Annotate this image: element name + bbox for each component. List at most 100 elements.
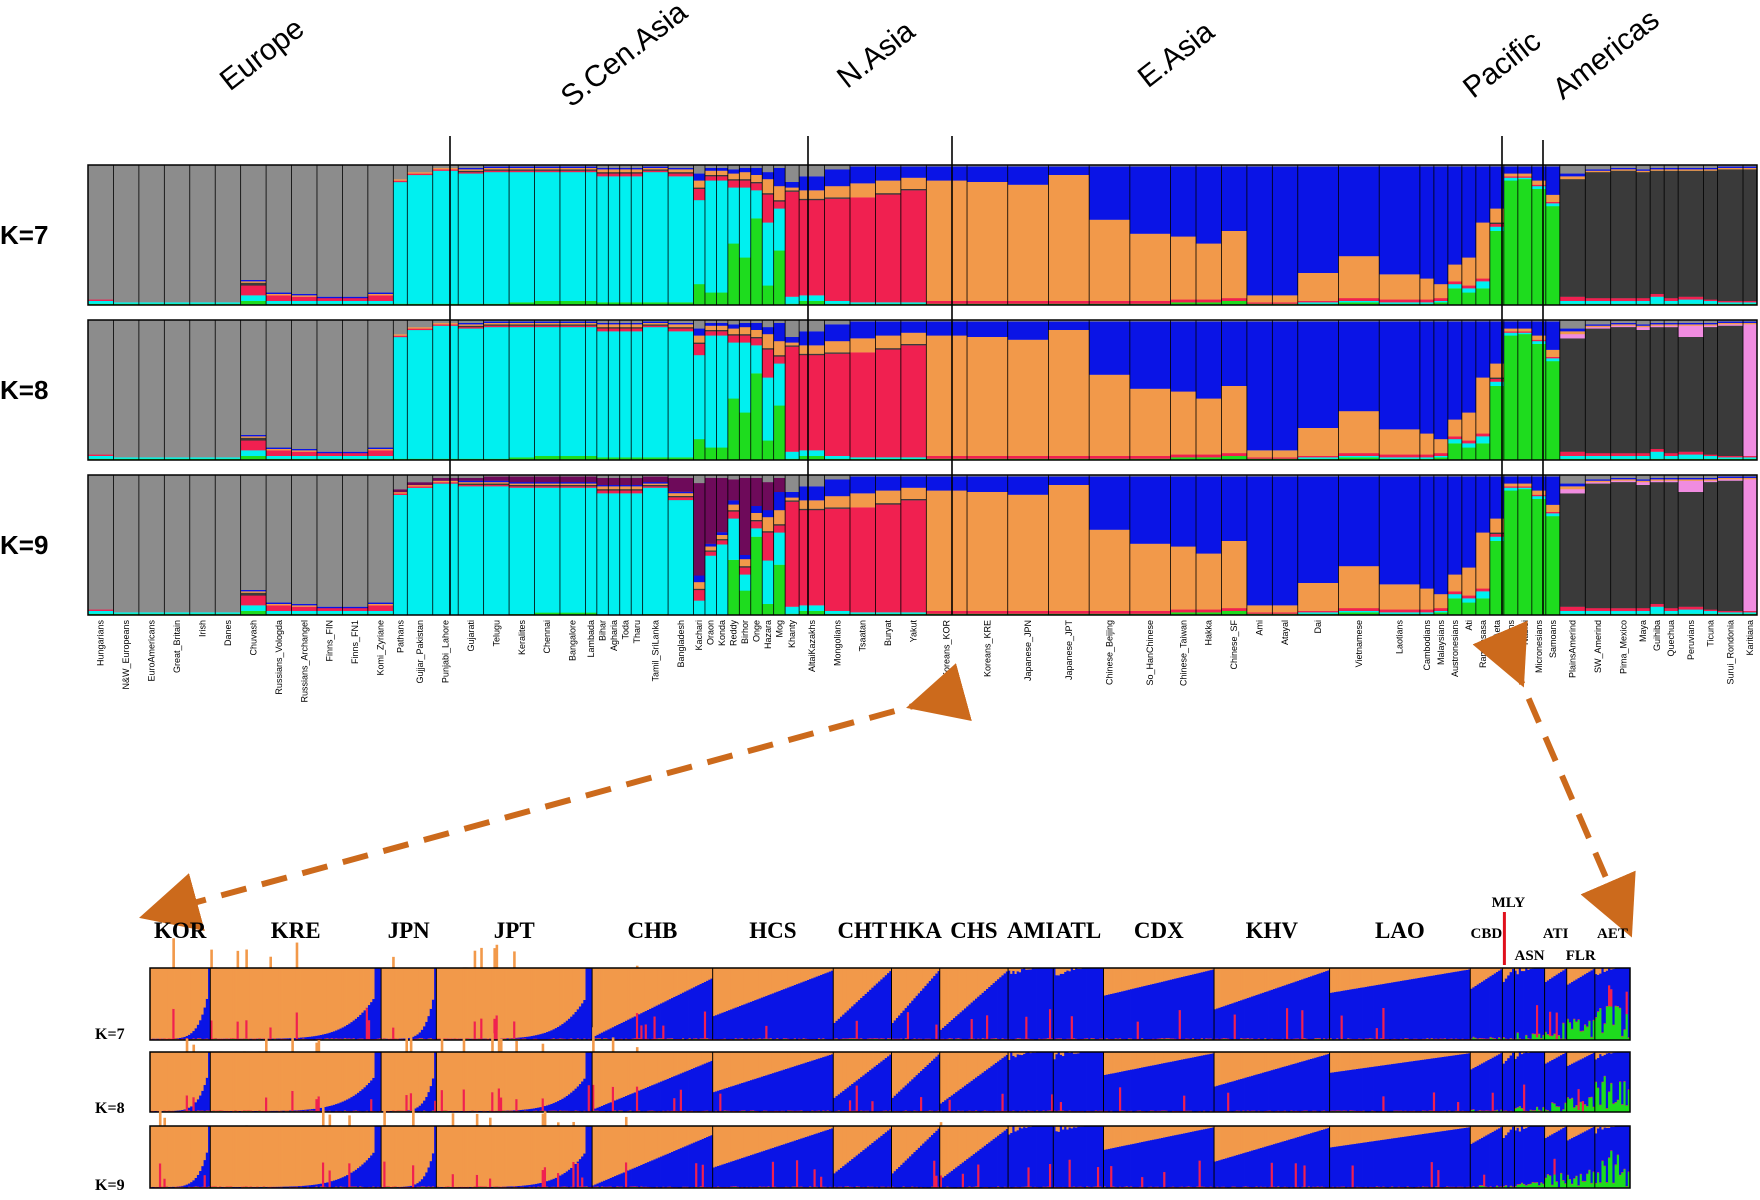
individual-segment-orange: [1448, 968, 1451, 973]
individual-segment-blue: [203, 1084, 207, 1112]
individual-segment-blue: [1075, 968, 1078, 1039]
population-labels: Hungarians N&W_Europeans EuroAmericans Grea…: [96, 620, 1755, 703]
individual-segment-blue: [1461, 970, 1465, 1039]
individual-segment-orange: [405, 1036, 409, 1096]
bar-segment-orange: [559, 322, 586, 325]
individual-segment-orange: [880, 968, 883, 980]
bar-segment-red: [407, 486, 434, 488]
individual-segment-red: [317, 1038, 321, 1040]
individual-segment-green: [1627, 1037, 1631, 1041]
bar-segment-cyan: [739, 574, 752, 591]
individual-segment-blue: [774, 992, 777, 1040]
individual-segment-blue: [176, 1038, 180, 1039]
individual-segment-blue: [1480, 981, 1484, 1039]
individual-segment-blue: [1375, 984, 1379, 1029]
bar-segment-blue: [1545, 476, 1561, 505]
bar-segment-orange: [1461, 412, 1477, 441]
bar-segment-dark: [1717, 480, 1744, 612]
individual-segment-orange: [196, 968, 200, 1025]
individual-segment-blue: [548, 1031, 551, 1040]
individual-segment-orange: [460, 1052, 464, 1111]
individual-segment-red: [1066, 1038, 1069, 1040]
individual-segment-orange: [1342, 968, 1346, 991]
individual-segment-red: [510, 1038, 514, 1040]
individual-segment-orange: [385, 968, 389, 1039]
individual-segment-blue: [372, 998, 375, 1040]
individual-segment-orange: [1160, 968, 1164, 982]
bar-segment-green: [1338, 457, 1380, 461]
bar-segment-grey: [88, 475, 114, 610]
individual-segment-orange: [1059, 968, 1063, 974]
individual-segment-red: [1443, 1038, 1447, 1040]
bar-segment-dark: [1489, 222, 1505, 224]
individual-segment-orange: [506, 968, 510, 1039]
bar-segment-dark: [483, 169, 510, 171]
individual-segment-blue: [378, 1052, 382, 1111]
individual-segment-orange: [295, 1052, 299, 1111]
individual-segment-blue: [152, 1038, 155, 1040]
individual-segment-red: [1257, 1038, 1261, 1040]
individual-segment-red: [994, 1037, 998, 1039]
individual-segment-red: [1038, 1038, 1041, 1040]
individual-segment-blue: [1224, 1005, 1228, 1039]
individual-segment-red: [521, 1038, 525, 1040]
individual-segment-orange: [1413, 968, 1416, 979]
bar-segment-grey: [1272, 475, 1299, 477]
individual-segment-red: [1314, 1037, 1317, 1039]
bar-segment-cyan: [215, 612, 241, 614]
individual-segment-blue: [278, 1038, 281, 1040]
individual-segment-blue: [710, 978, 714, 1039]
bar-segment-dark: [631, 172, 643, 174]
individual-segment-blue: [227, 1038, 231, 1040]
individual-segment-blue: [1586, 972, 1589, 1027]
bar-segment-orange: [824, 186, 851, 198]
individual-segment-orange: [412, 1052, 415, 1110]
bar-segment-blue: [631, 322, 643, 325]
individual-segment-orange: [201, 1052, 204, 1091]
individual-segment-red: [376, 1038, 380, 1040]
individual-segment-orange: [330, 968, 334, 1033]
individual-segment-red: [712, 1038, 716, 1040]
bar-segment-cyan: [799, 295, 825, 301]
bar-segment-cyan: [509, 487, 535, 615]
individual-segment-blue: [1437, 974, 1440, 1039]
individual-segment-blue: [1211, 969, 1215, 1040]
individual-segment-green: [1594, 1017, 1598, 1041]
bar-segment-blue: [1743, 321, 1758, 323]
individual-segment-orange: [666, 968, 670, 1001]
individual-segment-red: [875, 1038, 879, 1040]
individual-segment-red: [1540, 1037, 1543, 1039]
individual-segment-red: [456, 1038, 459, 1040]
individual-segment-blue: [332, 1031, 336, 1039]
individual-segment-blue: [346, 1099, 349, 1111]
k-label: K=7: [0, 220, 48, 250]
bar-segment-red: [739, 180, 752, 188]
individual-segment-blue: [734, 1007, 738, 1039]
individual-segment-blue: [1347, 989, 1350, 1039]
individual-segment-blue: [1214, 1009, 1217, 1039]
individual-segment-red: [703, 1011, 707, 1040]
individual-segment-blue: [1094, 968, 1098, 1040]
bar-segment-orange: [849, 183, 876, 198]
bar-segment-orange: [1170, 546, 1197, 610]
bar-segment-grey: [619, 475, 632, 478]
individual-segment-orange: [1358, 968, 1361, 989]
individual-segment-red: [192, 1038, 196, 1040]
bar-segment-grey: [1610, 165, 1637, 168]
individual-segment-blue: [1277, 987, 1280, 1040]
individual-segment-blue: [618, 1023, 621, 1039]
individual-segment-orange: [190, 968, 193, 1034]
bar-segment-dark: [668, 327, 694, 329]
bar-segment-blue: [926, 476, 968, 491]
individual-segment-orange: [265, 967, 268, 1039]
individual-segment-blue: [837, 1018, 841, 1040]
individual-segment-blue: [1377, 984, 1381, 1039]
bar-segment-red: [1196, 299, 1222, 303]
individual-segment-orange: [673, 968, 676, 997]
individual-segment-blue: [1077, 968, 1080, 1040]
individual-segment-red: [898, 1038, 901, 1040]
individual-segment-red: [1172, 1038, 1175, 1040]
bar-segment-cyan: [88, 300, 114, 304]
individual-segment-green: [1566, 1019, 1570, 1041]
individual-segment-blue: [1560, 971, 1563, 1039]
